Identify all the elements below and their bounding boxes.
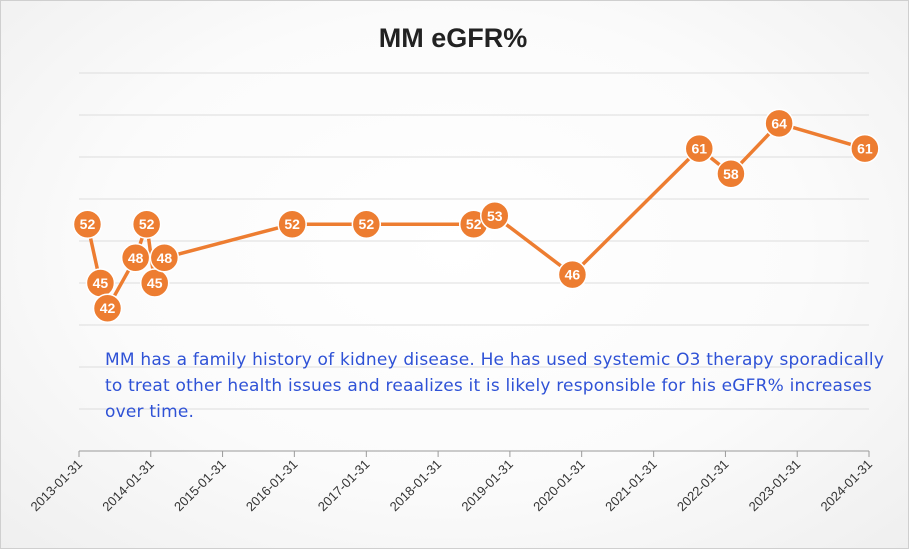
- data-label: 52: [80, 216, 96, 232]
- data-point: 48: [120, 243, 151, 273]
- data-point: 64: [764, 108, 794, 139]
- data-point-marker: [716, 159, 746, 189]
- x-tick-label: 2023-01-31: [746, 457, 804, 515]
- gridlines: [79, 72, 869, 410]
- data-label: 52: [284, 216, 300, 232]
- data-point: 45: [85, 268, 116, 298]
- data-point: 52: [351, 209, 382, 239]
- data-point-marker: [351, 209, 382, 239]
- x-tick-label: 2017-01-31: [315, 457, 373, 515]
- x-tick-label: 2024-01-31: [817, 457, 875, 515]
- data-point: 58: [716, 159, 746, 189]
- data-label: 48: [157, 250, 173, 266]
- data-point: 52: [131, 209, 162, 239]
- x-tick-labels: 2013-01-31 2014-01-31 2015-01-31 2016-01-31…: [27, 457, 875, 515]
- data-point-marker: [277, 209, 307, 239]
- data-point-marker: [139, 268, 170, 298]
- data-point: 53: [479, 201, 510, 231]
- data-point: 52: [72, 209, 103, 239]
- x-tick-label: 2018-01-31: [387, 457, 445, 515]
- x-tick-label: 2022-01-31: [674, 457, 732, 515]
- data-point: 48: [149, 243, 180, 273]
- data-point-marker: [92, 293, 123, 323]
- x-tick-label: 2019-01-31: [458, 457, 516, 515]
- data-point: 52: [277, 209, 307, 239]
- annotation-text: MM has a family history of kidney diseas…: [105, 350, 885, 422]
- data-label: 46: [565, 267, 581, 283]
- data-point-marker: [684, 133, 715, 164]
- data-label: 42: [100, 300, 116, 316]
- data-label: 52: [359, 216, 375, 232]
- data-label: 52: [139, 216, 155, 232]
- data-point: 45: [139, 268, 170, 298]
- data-point-marker: [764, 108, 794, 139]
- series-line: [85, 121, 866, 310]
- x-tick-label: 2014-01-31: [99, 457, 157, 515]
- x-tick-label: 2015-01-31: [171, 457, 229, 515]
- data-label: 45: [93, 275, 109, 291]
- x-axis: [78, 450, 870, 457]
- data-point-marker: [850, 133, 880, 164]
- data-point-marker: [479, 201, 510, 231]
- chart-title: MM eGFR%: [379, 23, 528, 53]
- data-label: 48: [128, 250, 144, 266]
- data-label: 64: [771, 115, 787, 131]
- data-point: 61: [850, 133, 880, 164]
- data-label: 53: [487, 208, 503, 224]
- x-tick-label: 2016-01-31: [243, 457, 301, 515]
- data-point-marker: [72, 209, 103, 239]
- data-point-marker: [149, 243, 180, 273]
- x-tick-label: 2013-01-31: [27, 457, 85, 515]
- data-point: 61: [684, 133, 715, 164]
- data-label: 58: [723, 166, 739, 182]
- data-point: 46: [557, 259, 588, 290]
- data-label: 61: [691, 141, 707, 157]
- data-point: 42: [92, 293, 123, 323]
- data-point-marker: [557, 259, 588, 290]
- x-tick-label: 2020-01-31: [530, 457, 588, 515]
- data-label: 61: [857, 141, 873, 157]
- data-label: 52: [466, 216, 482, 232]
- data-point-marker: [131, 209, 162, 239]
- x-tick-label: 2021-01-31: [602, 457, 660, 515]
- data-label: 45: [147, 275, 163, 291]
